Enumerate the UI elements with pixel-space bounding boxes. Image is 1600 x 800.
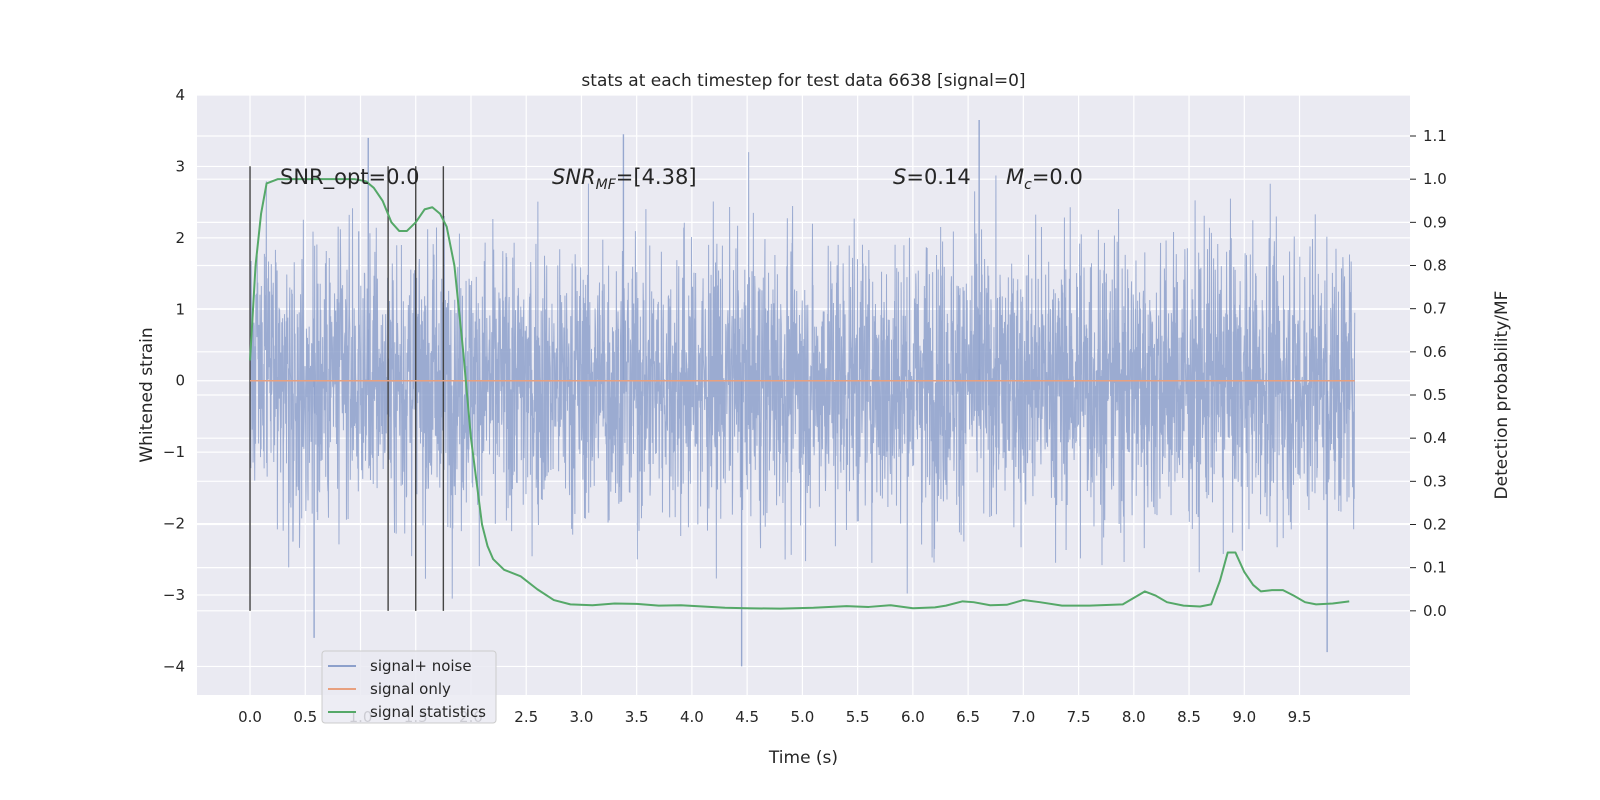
x-tick-label: 5.5 <box>846 708 870 726</box>
annotation-mc-value: =0.0 <box>1032 165 1083 189</box>
y-tick-label: 3 <box>175 157 185 175</box>
y2-tick-label: 0.9 <box>1423 213 1447 231</box>
annotation-snr-mf-sub: MF <box>596 177 617 193</box>
y2-tick-label: 0.1 <box>1423 559 1447 577</box>
y2-tick-label: 0.6 <box>1423 343 1447 361</box>
y2-tick-label: 0.0 <box>1423 602 1447 620</box>
y2-tick-label: 0.3 <box>1423 472 1447 490</box>
annotation-snr-mf-value: =[4.38] <box>616 165 697 189</box>
x-tick-label: 3.5 <box>625 708 649 726</box>
y2-tick-label: 0.7 <box>1423 300 1447 318</box>
x-tick-label: 7.5 <box>1067 708 1091 726</box>
legend-box <box>321 650 497 724</box>
y-tick-label: 4 <box>175 86 185 104</box>
signal-statistics-line <box>249 178 1350 610</box>
annotation-s-symbol: S <box>893 165 906 189</box>
x-tick-label: 8.5 <box>1177 708 1201 726</box>
y2-tick-label: 0.4 <box>1423 429 1447 447</box>
x-tick-label: 9.5 <box>1288 708 1312 726</box>
legend-label: signal+ noise <box>370 657 472 675</box>
y-tick-label: 1 <box>175 300 185 318</box>
annotation-mc-base: M <box>1006 165 1024 189</box>
y-axis-label: Whitened strain <box>137 327 157 462</box>
y-tick-label: −4 <box>163 657 185 675</box>
y2-tick-label: 0.8 <box>1423 257 1447 275</box>
y2-tick-label: 1.0 <box>1423 170 1447 188</box>
x-tick-label: 7.0 <box>1011 708 1035 726</box>
chart-title: stats at each timestep for test data 663… <box>581 71 1025 91</box>
annotation-s: S=0.14 <box>893 165 971 189</box>
y-tick-label: −3 <box>163 586 185 604</box>
annotation-mc-sub: c <box>1024 177 1032 193</box>
x-tick-label: 6.0 <box>901 708 925 726</box>
x-tick-label: 0.0 <box>238 708 262 726</box>
x-tick-label: 6.5 <box>956 708 980 726</box>
y2-axis-label: Detection probability/MF <box>1492 291 1512 500</box>
y-ticks: 4 3 2 1 0 −1 −2 −3 −4 <box>163 86 185 675</box>
x-tick-label: 0.5 <box>293 708 317 726</box>
x-tick-label: 9.0 <box>1232 708 1256 726</box>
legend-label: signal only <box>370 680 451 698</box>
y2-ticks: 1.1 1.0 0.9 0.8 0.7 0.6 0.5 0.4 0.3 0.2 0.1 0.0 <box>1410 127 1447 620</box>
legend: signal+ noise signal only signal statistic… <box>321 650 497 724</box>
annotations: SNR_opt=0.0 SNRMF=[4.38] S=0.14 Mc=0.0 <box>280 165 1083 193</box>
annotation-snr-opt: SNR_opt=0.0 <box>280 165 420 190</box>
signal-noise-series <box>249 120 1356 667</box>
annotation-snr-mf: SNRMF=[4.38] <box>552 165 697 193</box>
x-tick-label: 5.0 <box>790 708 814 726</box>
y2-tick-label: 0.5 <box>1423 386 1447 404</box>
signal-noise-line <box>249 152 1356 599</box>
annotation-snr-mf-base: SNR <box>552 165 596 189</box>
legend-label: signal statistics <box>370 703 486 721</box>
y-tick-label: 2 <box>175 229 185 247</box>
vertical-markers <box>249 166 445 611</box>
x-tick-label: 2.5 <box>514 708 538 726</box>
x-tick-label: 4.5 <box>735 708 759 726</box>
y2-tick-label: 0.2 <box>1423 515 1447 533</box>
y-tick-label: −2 <box>163 515 185 533</box>
x-tick-label: 4.0 <box>680 708 704 726</box>
y2-tick-label: 1.1 <box>1423 127 1447 145</box>
y-tick-label: −1 <box>163 443 185 461</box>
signal-statistics-series <box>249 178 1350 610</box>
annotation-mc: Mc=0.0 <box>1006 165 1083 193</box>
annotation-s-value: =0.14 <box>906 165 970 189</box>
x-axis-label: Time (s) <box>768 748 838 768</box>
x-tick-label: 8.0 <box>1122 708 1146 726</box>
x-tick-label: 3.0 <box>570 708 594 726</box>
y-tick-label: 0 <box>175 372 185 390</box>
